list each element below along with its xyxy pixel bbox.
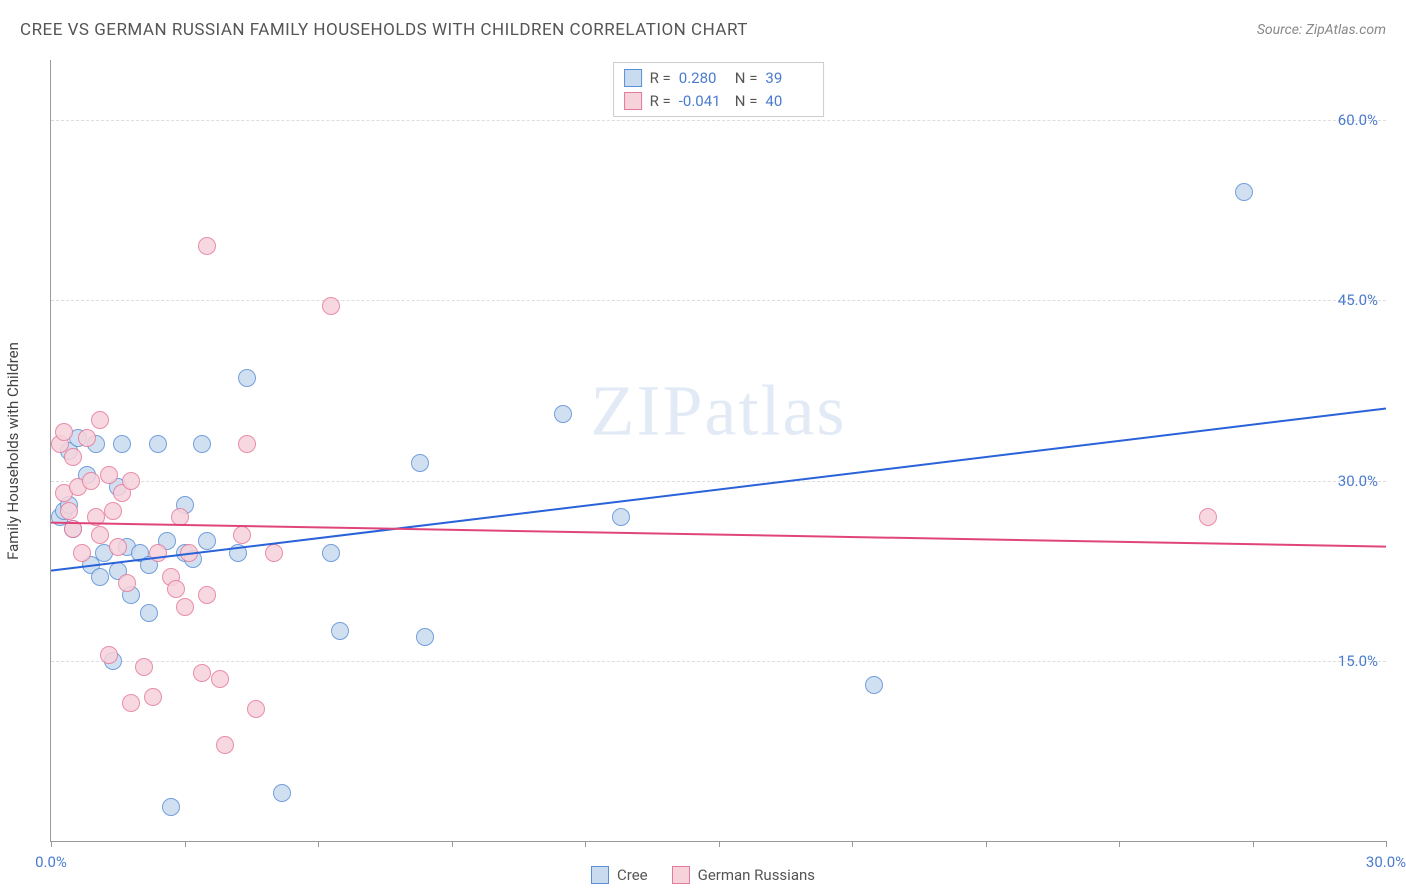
trend-line	[51, 408, 1386, 570]
x-tick-label: 30.0%	[1366, 853, 1406, 871]
x-tick	[1386, 841, 1387, 847]
correlation-stats-box: R = 0.280 N = 39 R = -0.041 N = 40	[613, 62, 825, 117]
x-tick	[51, 841, 52, 847]
legend-item: Cree	[591, 866, 648, 884]
x-tick	[719, 841, 720, 847]
r-label: R =	[650, 67, 671, 90]
x-tick	[185, 841, 186, 847]
n-value: 39	[765, 67, 813, 90]
n-value: 40	[765, 90, 813, 113]
trend-line	[51, 523, 1386, 547]
n-label: N =	[735, 67, 758, 90]
n-label: N =	[735, 90, 758, 113]
x-tick	[318, 841, 319, 847]
legend-label: Cree	[617, 866, 648, 884]
series-swatch	[624, 69, 642, 87]
legend-label: German Russians	[698, 866, 815, 884]
series-legend: Cree German Russians	[591, 866, 815, 884]
r-value: -0.041	[679, 90, 727, 113]
x-tick	[986, 841, 987, 847]
legend-swatch	[672, 866, 690, 884]
x-tick	[852, 841, 853, 847]
series-swatch	[624, 92, 642, 110]
x-tick	[1119, 841, 1120, 847]
source-credit: Source: ZipAtlas.com	[1257, 22, 1386, 38]
legend-swatch	[591, 866, 609, 884]
x-tick-label: 0.0%	[35, 853, 67, 871]
y-axis-label: Family Households with Children	[4, 342, 22, 560]
r-value: 0.280	[679, 67, 727, 90]
chart-title: CREE VS GERMAN RUSSIAN FAMILY HOUSEHOLDS…	[20, 20, 748, 40]
stats-row: R = -0.041 N = 40	[624, 90, 814, 113]
r-label: R =	[650, 90, 671, 113]
chart-plot-area: Family Households with Children 15.0%30.…	[50, 60, 1386, 842]
x-tick	[452, 841, 453, 847]
chart-header: CREE VS GERMAN RUSSIAN FAMILY HOUSEHOLDS…	[0, 0, 1406, 50]
x-tick	[585, 841, 586, 847]
trend-lines	[51, 60, 1386, 841]
x-tick	[1253, 841, 1254, 847]
stats-row: R = 0.280 N = 39	[624, 67, 814, 90]
legend-item: German Russians	[672, 866, 815, 884]
